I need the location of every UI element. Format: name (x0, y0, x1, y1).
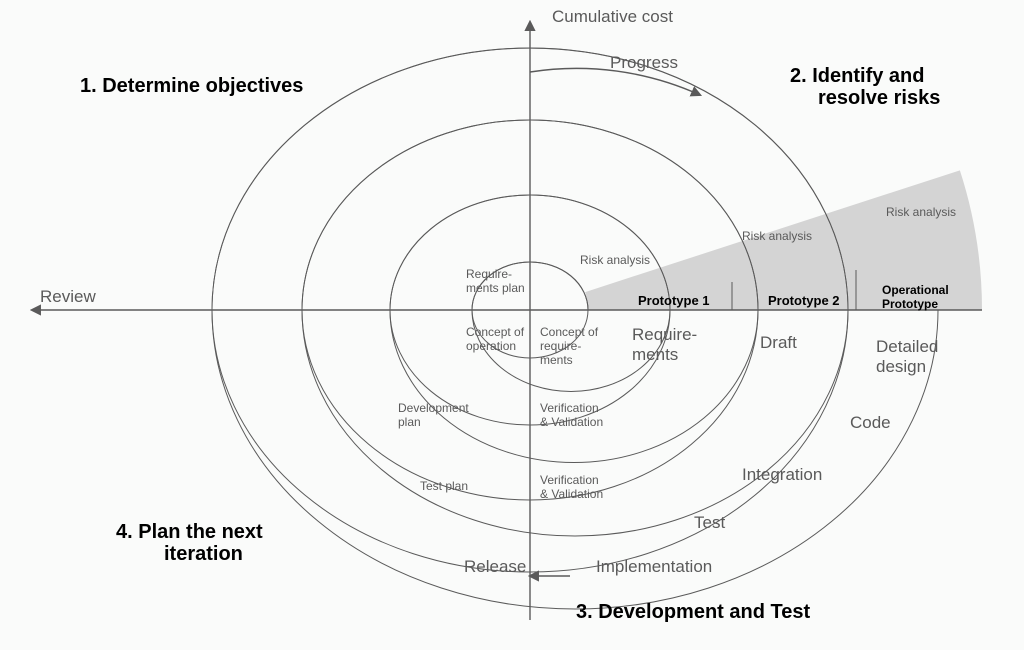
label-16: Draft (760, 333, 797, 352)
label-20: plan (398, 415, 421, 429)
progress-label: Progress (610, 53, 678, 72)
label-2: Risk analysis (886, 205, 956, 219)
label-15: ments (632, 345, 678, 364)
quadrant-3-label: 3. Development and Test (576, 601, 810, 623)
label-0: Risk analysis (580, 253, 650, 267)
label-19: Development (398, 401, 469, 415)
label-3: Prototype 1 (638, 293, 710, 308)
label-14: Require- (632, 325, 697, 344)
axis-vertical-label: Cumulative cost (552, 7, 673, 26)
label-28: Test (694, 513, 725, 532)
label-12: require- (540, 339, 581, 353)
quadrant-4-label-l2: iteration (164, 543, 243, 565)
label-17: Detailed (876, 337, 938, 356)
quadrant-4-label-l1: 4. Plan the next (116, 521, 263, 543)
quadrant-2-label-l2: resolve risks (818, 87, 940, 109)
quadrant-2-label-l1: 2. Identify and (790, 65, 924, 87)
label-21: Verification (540, 401, 599, 415)
label-25: & Validation (540, 487, 603, 501)
label-29: Implementation (596, 557, 712, 576)
label-6: Prototype (882, 297, 938, 311)
label-10: operation (466, 339, 516, 353)
quadrant-1-label: 1. Determine objectives (80, 75, 303, 97)
label-11: Concept of (540, 325, 599, 339)
label-24: Verification (540, 473, 599, 487)
label-5: Operational (882, 283, 949, 297)
label-9: Concept of (466, 325, 525, 339)
label-22: & Validation (540, 415, 603, 429)
label-27: Integration (742, 465, 822, 484)
label-30: Release (464, 557, 526, 576)
label-23: Test plan (420, 479, 468, 493)
label-18: design (876, 357, 926, 376)
label-4: Prototype 2 (768, 293, 840, 308)
label-13: ments (540, 353, 573, 367)
label-26: Code (850, 413, 891, 432)
progress-arrow (530, 68, 700, 95)
label-1: Risk analysis (742, 229, 812, 243)
axis-horizontal-label: Review (40, 287, 96, 306)
label-8: ments plan (466, 281, 525, 295)
label-7: Require- (466, 267, 512, 281)
